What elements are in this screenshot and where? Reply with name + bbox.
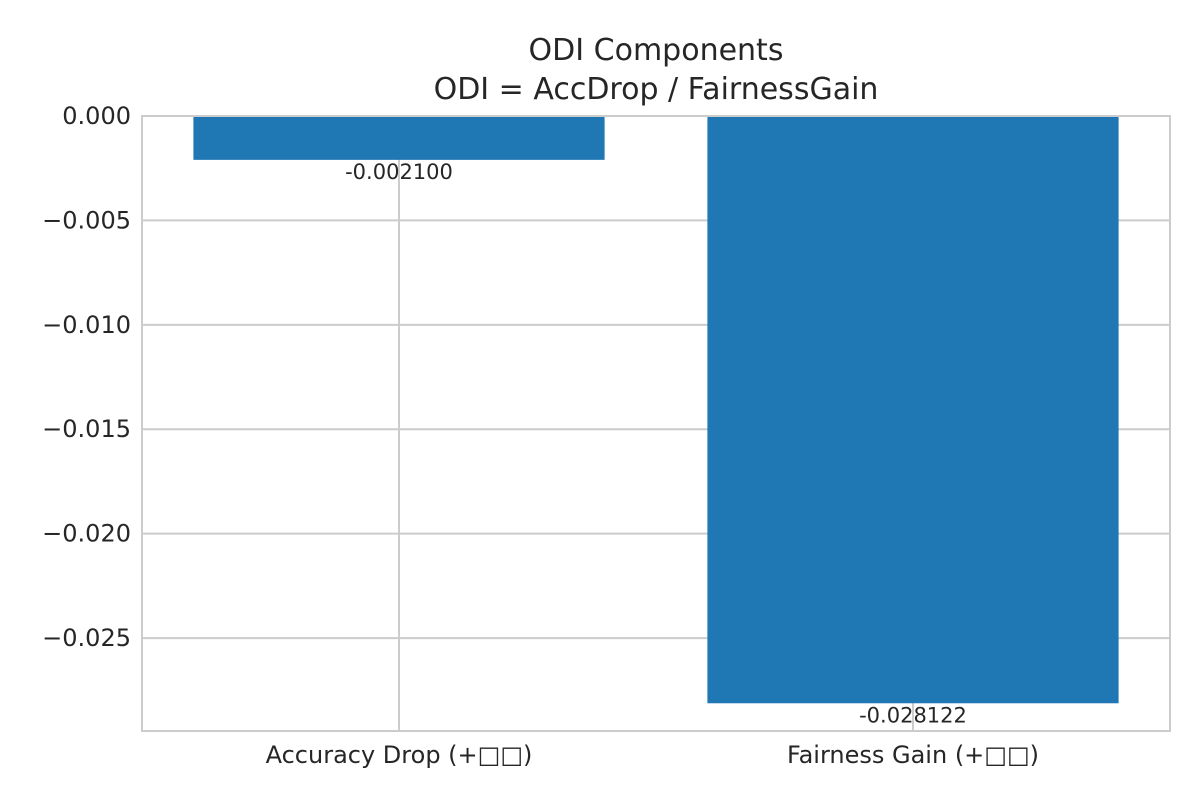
chart-title: ODI Components: [529, 33, 784, 68]
plot-frame: [141, 115, 1171, 732]
y-tick-label: −0.025: [42, 624, 131, 652]
grid-layer: [142, 115, 1170, 731]
bar-layer: [193, 116, 1119, 704]
bar: [707, 116, 1119, 704]
x-tick-label: Fairness Gain (+□□): [787, 741, 1039, 769]
y-tick-label: −0.020: [42, 520, 131, 548]
bar-value-label: -0.028122: [859, 703, 967, 727]
y-axis-ticks: 0.000 −0.005 −0.010 −0.015 −0.020 −0.025: [42, 102, 131, 652]
bar: [193, 116, 605, 160]
bar-value-label: -0.002100: [345, 160, 453, 184]
x-axis-ticks: Accuracy Drop (+□□) Fairness Gain (+□□): [266, 741, 1039, 769]
y-tick-label: −0.015: [42, 415, 131, 443]
chart-subtitle: ODI = AccDrop / FairnessGain: [434, 72, 879, 107]
y-tick-label: −0.010: [42, 311, 131, 339]
value-labels: -0.002100 -0.028122: [345, 160, 967, 727]
y-tick-label: −0.005: [42, 206, 131, 234]
x-tick-label: Accuracy Drop (+□□): [266, 741, 533, 769]
y-tick-label: 0.000: [62, 102, 131, 130]
